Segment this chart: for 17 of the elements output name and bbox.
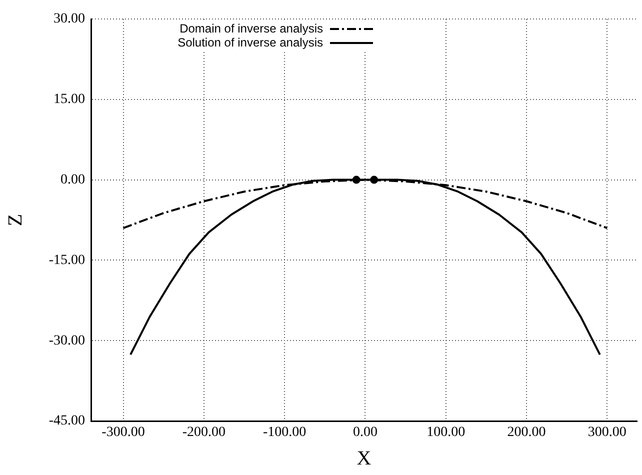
y-tick-label: -30.00 xyxy=(48,333,85,348)
legend-label: Solution of inverse analysis xyxy=(178,35,323,50)
x-tick-label: 0.00 xyxy=(352,425,378,440)
x-tick-label: -300.00 xyxy=(102,425,145,440)
x-axis-title: X xyxy=(356,447,372,470)
y-tick-label: 30.00 xyxy=(54,12,85,27)
x-tick-label: 300.00 xyxy=(588,425,626,440)
y-tick-label: -15.00 xyxy=(48,252,85,268)
x-tick-label: -200.00 xyxy=(182,425,226,440)
y-tick-label: -45.00 xyxy=(48,414,85,429)
legend-label: Domain of inverse analysis xyxy=(180,21,323,36)
y-tick-label: 15.00 xyxy=(54,92,85,108)
y-axis-title: Z xyxy=(4,214,26,226)
x-tick-label: -100.00 xyxy=(262,425,306,440)
y-tick-label: 0.00 xyxy=(60,172,85,188)
x-tick-label: 200.00 xyxy=(507,425,546,440)
x-tick-label: 100.00 xyxy=(426,425,466,440)
